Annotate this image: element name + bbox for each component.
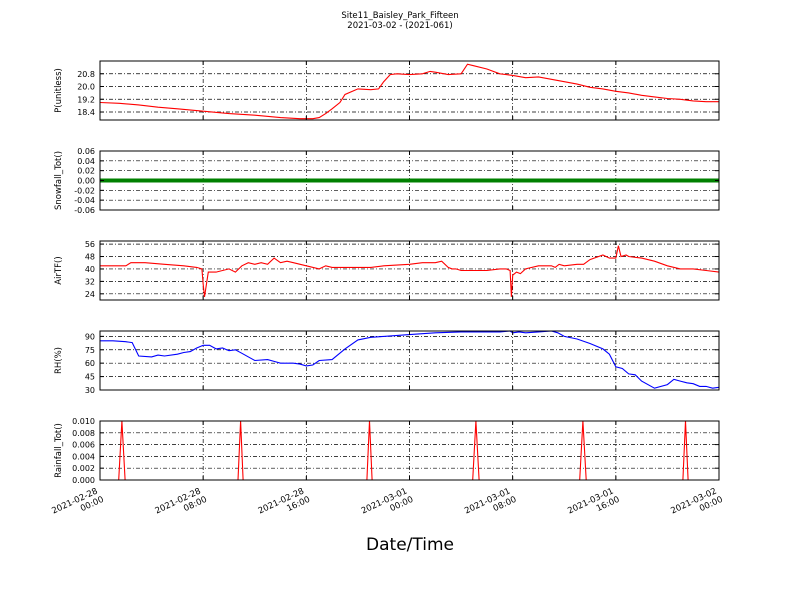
y-tick-label: 0.00 <box>77 177 95 186</box>
y-tick-label: -0.02 <box>74 186 95 195</box>
y-axis-label: AirTF() <box>54 256 64 284</box>
x-axis-label: Date/Time <box>366 535 454 555</box>
x-tick-label: 2021-03-0116:00 <box>566 486 621 526</box>
y-tick-label: 40 <box>85 265 95 274</box>
y-tick-label: 20.8 <box>77 70 95 79</box>
y-axis-label: RH(%) <box>54 347 64 374</box>
x-tick-label: 2021-03-0108:00 <box>463 486 518 526</box>
y-tick-label: 19.2 <box>77 95 95 104</box>
y-tick-label: 18.4 <box>77 108 95 117</box>
y-tick-label: 32 <box>85 277 95 286</box>
x-tick-label: 2021-03-0200:00 <box>669 486 724 526</box>
series-line <box>99 63 719 120</box>
y-tick-label: 48 <box>85 253 95 262</box>
y-tick-label: 0.006 <box>72 441 95 450</box>
y-tick-label: 75 <box>85 346 95 355</box>
y-axis-label: Rainfall_Tot() <box>54 423 64 478</box>
y-tick-label: 0.02 <box>77 167 95 176</box>
y-tick-label: 24 <box>85 290 95 299</box>
panel-5: 0.000 0.002 0.004 0.006 0.008 0.010 Rainfall_T… <box>54 417 720 485</box>
x-tick-label: 2021-03-0100:00 <box>360 486 415 526</box>
panel-1: 18.4 19.2 20.0 20.8 P(unitless) <box>54 60 720 121</box>
series-line <box>100 245 720 297</box>
y-tick-label: 20.0 <box>77 83 95 92</box>
y-tick-label: 45 <box>85 373 95 382</box>
x-tick-labels: 2021-02-2800:00 2021-02-2808:00 2021-02-28… <box>50 486 724 526</box>
y-tick-label: 0.06 <box>77 147 95 156</box>
x-tick-label: 2021-02-2816:00 <box>257 486 312 526</box>
panel-3: 24 32 40 48 56 AirTF() <box>54 240 720 301</box>
y-tick-label: 60 <box>85 359 95 368</box>
y-tick-label: 0.000 <box>72 476 95 485</box>
y-tick-label: 30 <box>85 386 95 395</box>
x-tick-label: 2021-02-2808:00 <box>154 486 209 526</box>
panel-2: -0.06-0.04-0.020.000.020.040.06 Snowfall_… <box>54 147 720 215</box>
y-axis-label: Snowfall_Tot() <box>54 151 64 210</box>
y-tick-label: 0.010 <box>72 417 95 426</box>
panel-4: 30 45 60 75 90 RH(%) <box>54 330 720 395</box>
y-tick-label: -0.04 <box>74 196 95 205</box>
y-tick-label: 0.008 <box>72 429 95 438</box>
y-tick-label: 0.04 <box>77 157 95 166</box>
chart-title: Site11_Baisley_Park_Fifteen <box>341 11 459 21</box>
y-tick-label: -0.06 <box>74 206 95 215</box>
y-tick-label: 90 <box>85 332 95 341</box>
series-line <box>100 330 720 389</box>
chart-subtitle: 2021-03-02 - (2021-061) <box>347 21 453 31</box>
y-tick-label: 0.002 <box>72 464 95 473</box>
y-tick-label: 0.004 <box>72 452 95 461</box>
y-tick-label: 56 <box>85 240 95 249</box>
y-axis-label: P(unitless) <box>54 68 64 113</box>
x-tick-label: 2021-02-2800:00 <box>50 486 105 526</box>
